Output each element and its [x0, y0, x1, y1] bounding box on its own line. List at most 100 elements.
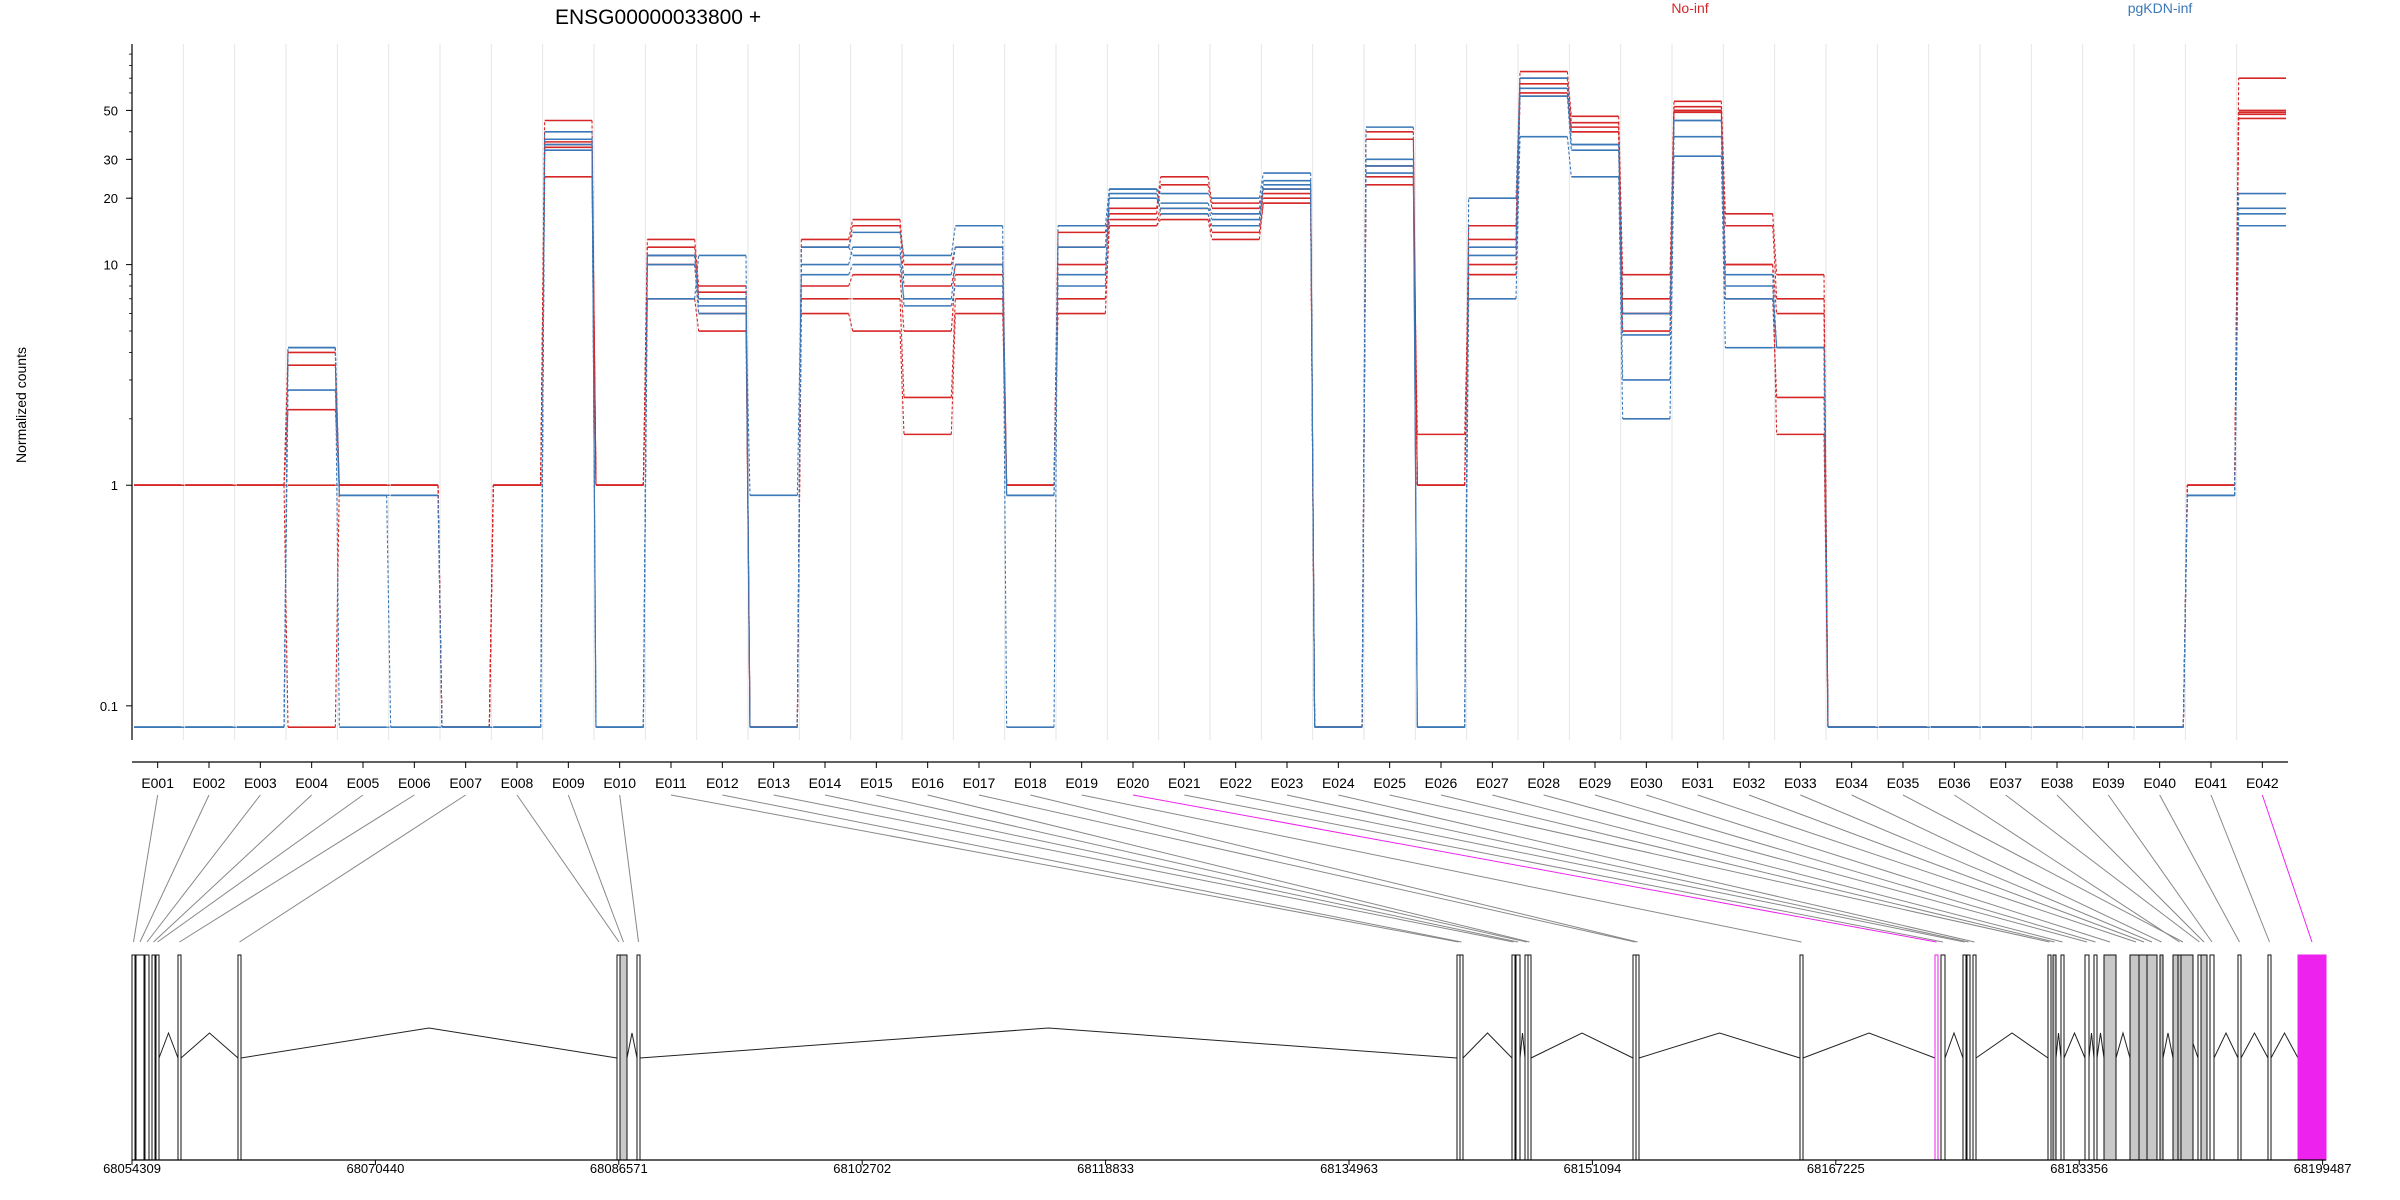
exon-block-e019	[1799, 954, 1804, 1161]
x-tick-label: E018	[1014, 775, 1047, 791]
exon-transition	[899, 330, 905, 435]
intron-line	[1975, 1032, 2049, 1059]
intron-line	[2115, 1031, 2131, 1059]
exon-block-e012	[1459, 954, 1464, 1161]
exon-transition	[1156, 188, 1162, 214]
y-tick-label: 1	[111, 478, 118, 493]
x-tick-label: E028	[1527, 775, 1560, 791]
connector-e021	[1184, 794, 1944, 943]
exon-block-e018	[1635, 954, 1640, 1161]
intron-line	[2240, 1031, 2269, 1059]
exon-transition	[1823, 347, 1829, 728]
exon-block-e005	[155, 954, 160, 1161]
exon-block-e006	[177, 954, 182, 1161]
x-tick-label: E027	[1476, 775, 1509, 791]
x-tick-label: E031	[1681, 775, 1714, 791]
connector-e005	[157, 794, 364, 943]
exon-transition	[283, 347, 289, 728]
exon-transition	[1104, 193, 1110, 248]
x-tick-label: E024	[1322, 775, 1355, 791]
exon-block-e026	[2052, 954, 2057, 1161]
exon-block-e002	[135, 954, 145, 1161]
intron-line	[1802, 1032, 1936, 1059]
exon-transition	[1772, 225, 1778, 299]
exon-transition	[1156, 219, 1162, 227]
exon-transition	[1104, 198, 1110, 275]
exon-block-e014	[1515, 954, 1521, 1161]
exon-transition	[1566, 136, 1572, 177]
exon-block-e035	[2172, 954, 2194, 1161]
connector-e019	[1081, 794, 1802, 943]
series-pgkdn-inf-8	[134, 135, 2286, 729]
exon-transition	[950, 264, 956, 299]
exon-transition	[899, 274, 905, 332]
x-tick-label: E019	[1065, 775, 1098, 791]
x-tick-label: E003	[244, 775, 277, 791]
exon-transition	[1464, 298, 1470, 728]
connector-e013	[773, 794, 1514, 943]
exon-transition	[591, 144, 597, 728]
exon-block-e024	[1972, 954, 1977, 1161]
exon-transition	[796, 264, 802, 728]
x-tick-label: E033	[1784, 775, 1817, 791]
exon-block-e042	[2297, 954, 2327, 1161]
x-tick-label: E017	[963, 775, 996, 791]
connector-e031	[1697, 794, 2137, 943]
connector-e002	[139, 794, 210, 943]
exon-block-e020	[1934, 954, 1939, 1161]
x-tick-label: E010	[603, 775, 636, 791]
exon-transition	[1566, 71, 1572, 117]
connector-e022	[1235, 794, 1965, 943]
intron-line	[1944, 1031, 1964, 1059]
x-tick-label: E002	[193, 775, 226, 791]
connector-e035	[1902, 794, 2184, 943]
connector-e017	[978, 794, 1636, 943]
genomic-tick-label: 68070440	[346, 1161, 404, 1176]
x-tick-label: E001	[141, 775, 174, 791]
connector-e014	[824, 794, 1519, 943]
exon-block-e033	[2146, 954, 2158, 1161]
exon-block-e023	[1966, 954, 1971, 1161]
connector-e023	[1286, 794, 1969, 943]
intron-line	[2270, 1031, 2299, 1059]
connector-e027	[1492, 794, 2063, 943]
exon-block-e028	[2084, 954, 2090, 1161]
x-tick-label: E039	[2092, 775, 2125, 791]
exon-transition	[1207, 208, 1213, 220]
exon-transition	[950, 264, 956, 287]
genomic-tick-label: 68183356	[2050, 1161, 2108, 1176]
y-tick-label: 10	[104, 258, 118, 273]
exon-transition	[694, 298, 700, 332]
exon-transition	[848, 274, 854, 287]
exon-transition	[1772, 213, 1778, 275]
x-tick-label: E008	[501, 775, 534, 791]
connector-e006	[179, 794, 415, 943]
exon-transition	[1361, 173, 1367, 728]
exon-transition	[848, 264, 854, 275]
x-tick-label: E030	[1630, 775, 1663, 791]
genomic-tick-label: 68118833	[1077, 1161, 1134, 1176]
exon-transition	[745, 298, 751, 728]
intron-line	[626, 1032, 638, 1059]
exon-transition	[848, 246, 854, 256]
intron-line	[2213, 1031, 2239, 1059]
exon-transition	[1669, 136, 1675, 335]
intron-line	[180, 1032, 239, 1059]
exon-transition	[694, 255, 700, 306]
exon-block-e038	[2200, 954, 2208, 1161]
x-tick-label: E026	[1425, 775, 1458, 791]
exon-transition	[694, 239, 700, 287]
intron-line	[1519, 1032, 1526, 1059]
x-tick-label: E016	[911, 775, 944, 791]
connector-e032	[1748, 794, 2145, 943]
connector-e018	[1030, 794, 1638, 943]
exon-transition	[1258, 189, 1264, 226]
exon-block-e007	[237, 954, 242, 1161]
connector-e026	[1440, 794, 2055, 943]
intron-line	[2063, 1031, 2086, 1059]
exon-transition	[1207, 213, 1213, 233]
exon-transition	[1207, 202, 1213, 214]
exon-transition	[950, 313, 956, 435]
connector-e041	[2210, 794, 2270, 943]
exon-transition	[899, 255, 905, 275]
